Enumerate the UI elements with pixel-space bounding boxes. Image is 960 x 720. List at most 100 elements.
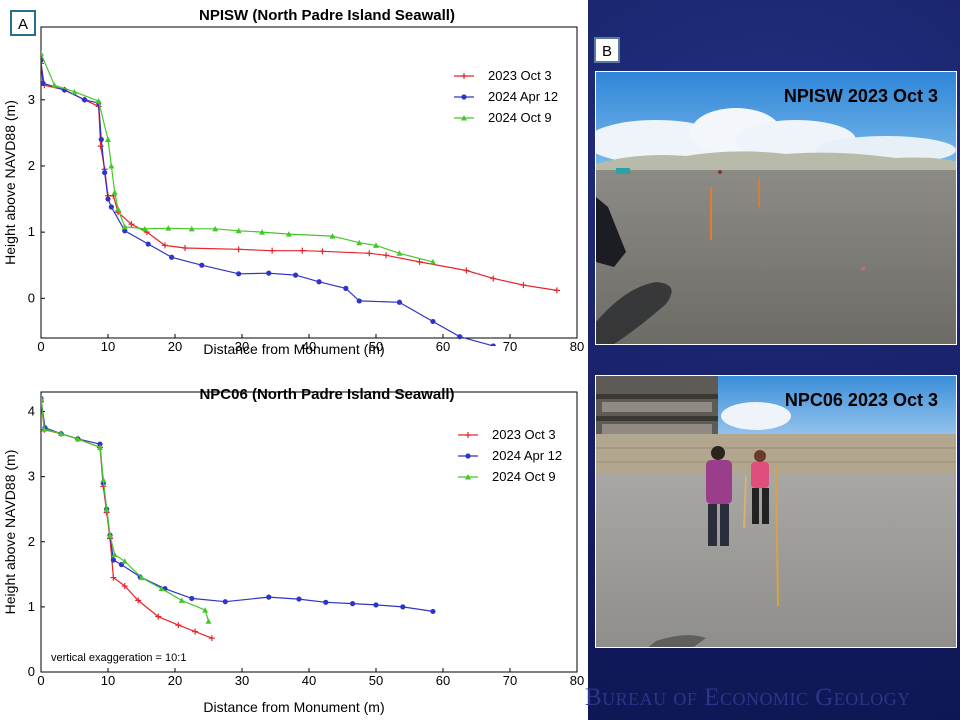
data-point <box>356 239 363 246</box>
y-tick-label: 4 <box>28 404 35 419</box>
data-point <box>521 351 526 356</box>
data-point <box>145 241 151 247</box>
data-point <box>235 246 242 253</box>
data-point <box>457 334 463 340</box>
y-tick-label: 3 <box>28 92 35 107</box>
legend-item: 2024 Apr 12 <box>454 89 558 104</box>
legend-item: 2023 Oct 3 <box>458 427 556 442</box>
series-line <box>41 63 557 291</box>
data-point <box>155 613 162 620</box>
data-point <box>285 231 292 237</box>
data-point <box>316 279 322 285</box>
x-tick-label: 0 <box>37 339 44 354</box>
data-point <box>366 250 373 257</box>
data-point <box>235 227 242 234</box>
data-point <box>266 594 272 600</box>
data-point <box>105 196 111 202</box>
panel-label-b: B <box>594 37 620 63</box>
data-point <box>356 298 362 304</box>
data-point <box>71 88 78 95</box>
data-point <box>182 245 189 252</box>
legend-label: 2024 Apr 12 <box>488 89 558 104</box>
data-point <box>323 599 329 605</box>
data-point <box>135 597 142 604</box>
chart-title: NPISW (North Padre Island Seawall) <box>199 7 455 24</box>
data-point <box>520 282 527 289</box>
data-point <box>74 435 81 442</box>
x-axis-label: Distance from Monument (m) <box>203 341 384 357</box>
data-point <box>429 258 436 265</box>
footer-brand: Bureau of Economic Geology <box>585 684 911 711</box>
data-point <box>111 189 118 195</box>
data-point <box>349 601 356 607</box>
x-tick-label: 10 <box>101 339 115 354</box>
y-tick-label: 1 <box>28 599 35 614</box>
data-point <box>188 225 195 232</box>
data-point <box>97 143 104 150</box>
chart-title: NPC06 (North Padre Island Seawall) <box>199 386 454 403</box>
x-tick-label: 50 <box>369 673 383 688</box>
data-point <box>329 233 336 239</box>
data-point <box>178 597 185 603</box>
y-axis-label: Height above NAVD88 (m) <box>2 100 18 265</box>
data-point <box>121 223 128 230</box>
panel-label-a: A <box>10 10 36 36</box>
legend-item: 2024 Apr 12 <box>458 448 562 463</box>
data-point <box>108 204 114 210</box>
data-point <box>107 532 114 538</box>
data-point <box>490 275 497 282</box>
data-point <box>373 242 379 248</box>
series-2024-apr-12 <box>41 395 436 615</box>
series-line <box>41 53 434 263</box>
data-point <box>97 441 103 447</box>
data-point <box>430 318 436 325</box>
series-2024-oct-9 <box>41 50 436 265</box>
data-point <box>269 247 276 254</box>
y-tick-label: 0 <box>28 290 35 305</box>
data-point <box>465 453 471 459</box>
data-point <box>343 285 349 291</box>
x-tick-label: 30 <box>235 339 249 354</box>
x-tick-label: 50 <box>369 339 383 354</box>
data-point <box>121 558 128 564</box>
data-point <box>299 247 306 254</box>
data-point <box>96 444 103 450</box>
data-point <box>465 432 471 438</box>
data-point <box>461 115 467 121</box>
y-tick-label: 1 <box>28 224 35 239</box>
beach-photo-npc06: NPC06 2023 Oct 3 <box>595 375 957 648</box>
data-point <box>165 225 172 231</box>
data-point <box>553 287 560 294</box>
data-point <box>461 73 467 79</box>
data-point <box>41 60 44 67</box>
y-tick-label: 2 <box>28 158 35 173</box>
data-point <box>416 258 423 265</box>
data-point <box>490 343 496 346</box>
data-point <box>396 299 403 305</box>
chart-annotation: vertical exaggeration = 10:1 <box>51 652 186 664</box>
data-point <box>110 557 116 563</box>
legend-label: 2024 Apr 12 <box>492 448 562 463</box>
chart-2: NPC06 (North Padre Island Seawall)0 10 20 3… <box>2 386 584 715</box>
data-point <box>169 254 175 260</box>
series-line <box>41 398 433 612</box>
legend-item: 2024 Oct 9 <box>454 110 552 125</box>
x-tick-label: 70 <box>503 673 517 688</box>
data-point <box>373 602 379 608</box>
x-tick-label: 80 <box>570 339 584 354</box>
data-point <box>465 474 471 480</box>
data-point <box>102 169 108 176</box>
data-point <box>259 229 266 235</box>
x-tick-label: 80 <box>570 673 584 688</box>
data-point <box>58 430 65 437</box>
data-point <box>202 607 209 613</box>
data-point <box>105 136 111 142</box>
legend-label: 2023 Oct 3 <box>488 68 552 83</box>
data-point <box>189 595 195 602</box>
data-point <box>266 270 272 276</box>
data-point <box>208 635 215 642</box>
data-point <box>100 476 107 483</box>
y-tick-label: 2 <box>28 534 35 549</box>
data-point <box>158 585 165 592</box>
series-2023-oct-3 <box>41 60 560 294</box>
